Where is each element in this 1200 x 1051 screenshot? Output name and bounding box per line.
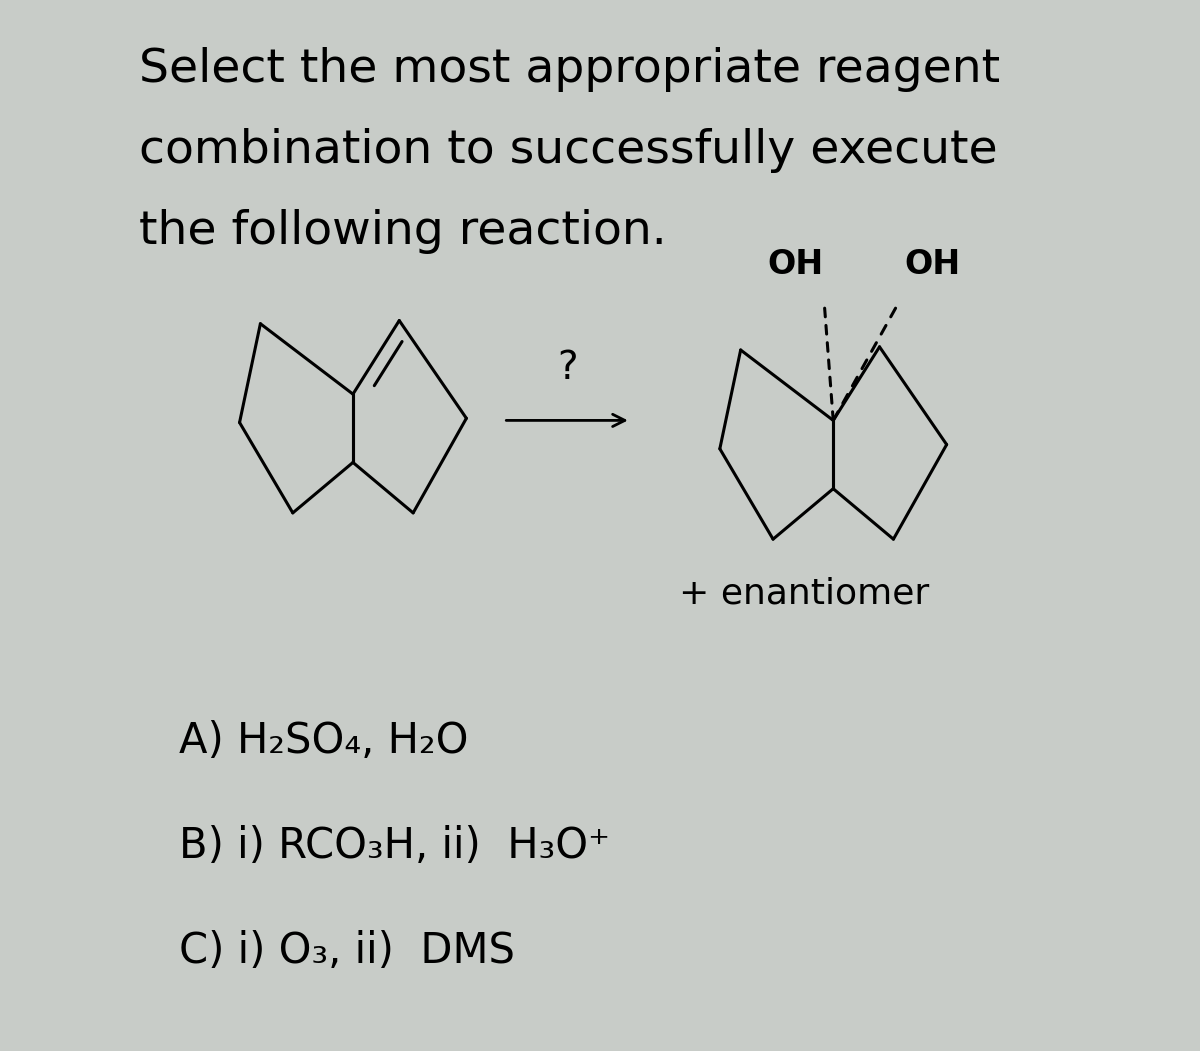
Text: A) H₂SO₄, H₂O: A) H₂SO₄, H₂O bbox=[179, 720, 469, 762]
Text: the following reaction.: the following reaction. bbox=[139, 209, 667, 254]
Text: B) i) RCO₃H, ii)  H₃O⁺: B) i) RCO₃H, ii) H₃O⁺ bbox=[179, 825, 611, 867]
Text: OH: OH bbox=[767, 248, 823, 281]
Text: combination to successfully execute: combination to successfully execute bbox=[139, 128, 997, 173]
Text: Select the most appropriate reagent: Select the most appropriate reagent bbox=[139, 47, 1000, 92]
Text: OH: OH bbox=[905, 248, 961, 281]
Text: ?: ? bbox=[557, 349, 577, 387]
Text: + enantiomer: + enantiomer bbox=[679, 577, 930, 611]
Text: C) i) O₃, ii)  DMS: C) i) O₃, ii) DMS bbox=[179, 930, 515, 972]
